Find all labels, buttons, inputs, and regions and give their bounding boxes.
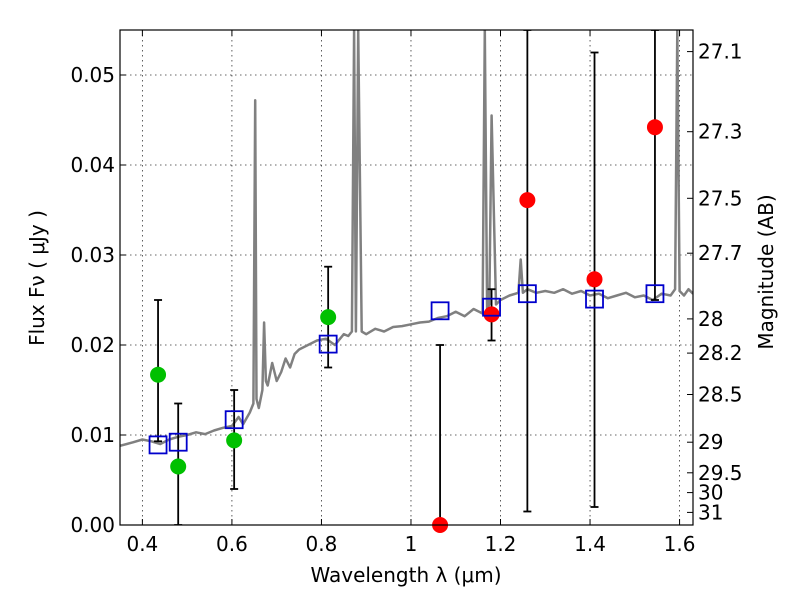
y-tick-label: 0.05: [70, 63, 115, 87]
x-tick-labels: 0.4 0.6 0.8 1 1.2 1.4 1.6: [126, 532, 695, 556]
right-tick-label: 30: [698, 481, 723, 505]
y-axis-label: Flux Fν ( μJy ): [25, 210, 49, 346]
model-photometry-square: [148, 435, 168, 455]
red-circle-point: [586, 271, 603, 288]
x-axis-label: Wavelength λ (μm): [310, 563, 501, 587]
right-tick-label: 28: [698, 307, 723, 331]
green-circle-point: [226, 432, 243, 449]
model-photometry-square: [585, 289, 604, 309]
x-tick-label: 0.6: [216, 532, 248, 556]
y-tick-label: 0.00: [70, 513, 115, 537]
red-circle-point: [483, 306, 500, 323]
right-tick-label: 27.5: [698, 186, 743, 210]
green-circle-point: [320, 309, 337, 326]
model-photometry-square: [430, 301, 450, 321]
x-tick-label: 0.4: [126, 532, 158, 556]
red-circle-point: [646, 119, 663, 136]
x-tick-label: 1.2: [485, 532, 517, 556]
right-axis-label: Magnitude (AB): [754, 194, 778, 349]
right-tick-label: 29.5: [698, 461, 743, 485]
right-tick-label: 27.1: [698, 40, 743, 64]
y-tick-label: 0.03: [70, 243, 115, 267]
right-tick-label: 28.5: [698, 383, 743, 407]
y-tick-labels: 0.00 0.01 0.02 0.03 0.04 0.05: [70, 63, 115, 537]
right-tick-label: 28.2: [698, 341, 743, 365]
spectrum-layer: [120, 30, 693, 448]
x-tick-label: 1.4: [574, 532, 606, 556]
ticks: [120, 30, 693, 526]
red-circle-point: [519, 192, 536, 209]
right-tick-label: 29: [698, 430, 723, 454]
model-photometry-square: [168, 432, 188, 452]
plot-background: [120, 30, 693, 525]
y-tick-label: 0.02: [70, 333, 115, 357]
model-photometry-square: [482, 297, 501, 317]
model-photometry-square: [645, 284, 665, 304]
plot-frame: [119, 29, 694, 526]
model-photometry-square: [318, 334, 338, 354]
model-photometry-square: [224, 410, 244, 430]
green-circle-point: [170, 458, 187, 475]
right-tick-label: 27.3: [698, 120, 743, 144]
x-tick-label: 0.8: [306, 532, 338, 556]
right-tick-label: 27.7: [698, 241, 743, 265]
y-tick-label: 0.04: [70, 153, 115, 177]
green-circle-point: [150, 366, 167, 383]
model-photometry-square: [517, 284, 537, 304]
x-tick-label: 1.6: [664, 532, 696, 556]
right-tick-label: 31: [698, 500, 723, 524]
y-tick-label: 0.01: [70, 423, 115, 447]
spectrum-line: [120, 30, 693, 448]
x-tick-label: 1: [405, 532, 418, 556]
marker-layer: [148, 119, 665, 533]
